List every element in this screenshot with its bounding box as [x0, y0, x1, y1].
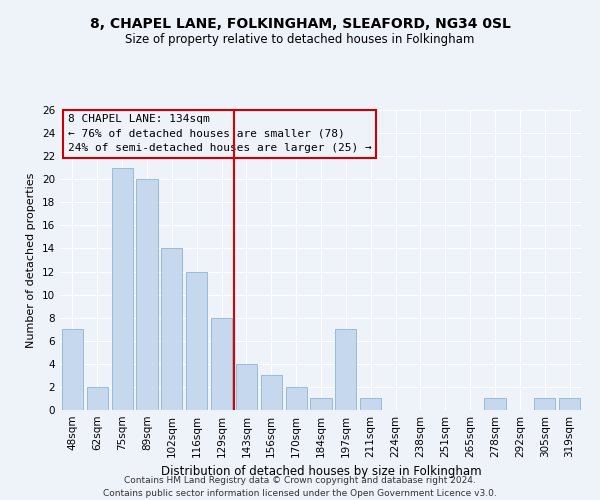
Text: Size of property relative to detached houses in Folkingham: Size of property relative to detached ho… — [125, 32, 475, 46]
Bar — [286, 387, 307, 410]
Bar — [484, 398, 506, 410]
Bar — [236, 364, 257, 410]
Bar — [534, 398, 555, 410]
Text: Contains HM Land Registry data © Crown copyright and database right 2024.
Contai: Contains HM Land Registry data © Crown c… — [103, 476, 497, 498]
Y-axis label: Number of detached properties: Number of detached properties — [26, 172, 37, 348]
Bar — [335, 329, 356, 410]
X-axis label: Distribution of detached houses by size in Folkingham: Distribution of detached houses by size … — [161, 466, 481, 478]
Bar — [186, 272, 207, 410]
Bar — [161, 248, 182, 410]
Bar — [62, 329, 83, 410]
Bar — [112, 168, 133, 410]
Text: 8, CHAPEL LANE, FOLKINGHAM, SLEAFORD, NG34 0SL: 8, CHAPEL LANE, FOLKINGHAM, SLEAFORD, NG… — [89, 18, 511, 32]
Bar — [360, 398, 381, 410]
Bar — [261, 376, 282, 410]
Bar — [310, 398, 332, 410]
Bar — [87, 387, 108, 410]
Bar — [211, 318, 232, 410]
Bar — [136, 179, 158, 410]
Bar — [559, 398, 580, 410]
Text: 8 CHAPEL LANE: 134sqm
← 76% of detached houses are smaller (78)
24% of semi-deta: 8 CHAPEL LANE: 134sqm ← 76% of detached … — [68, 114, 371, 154]
